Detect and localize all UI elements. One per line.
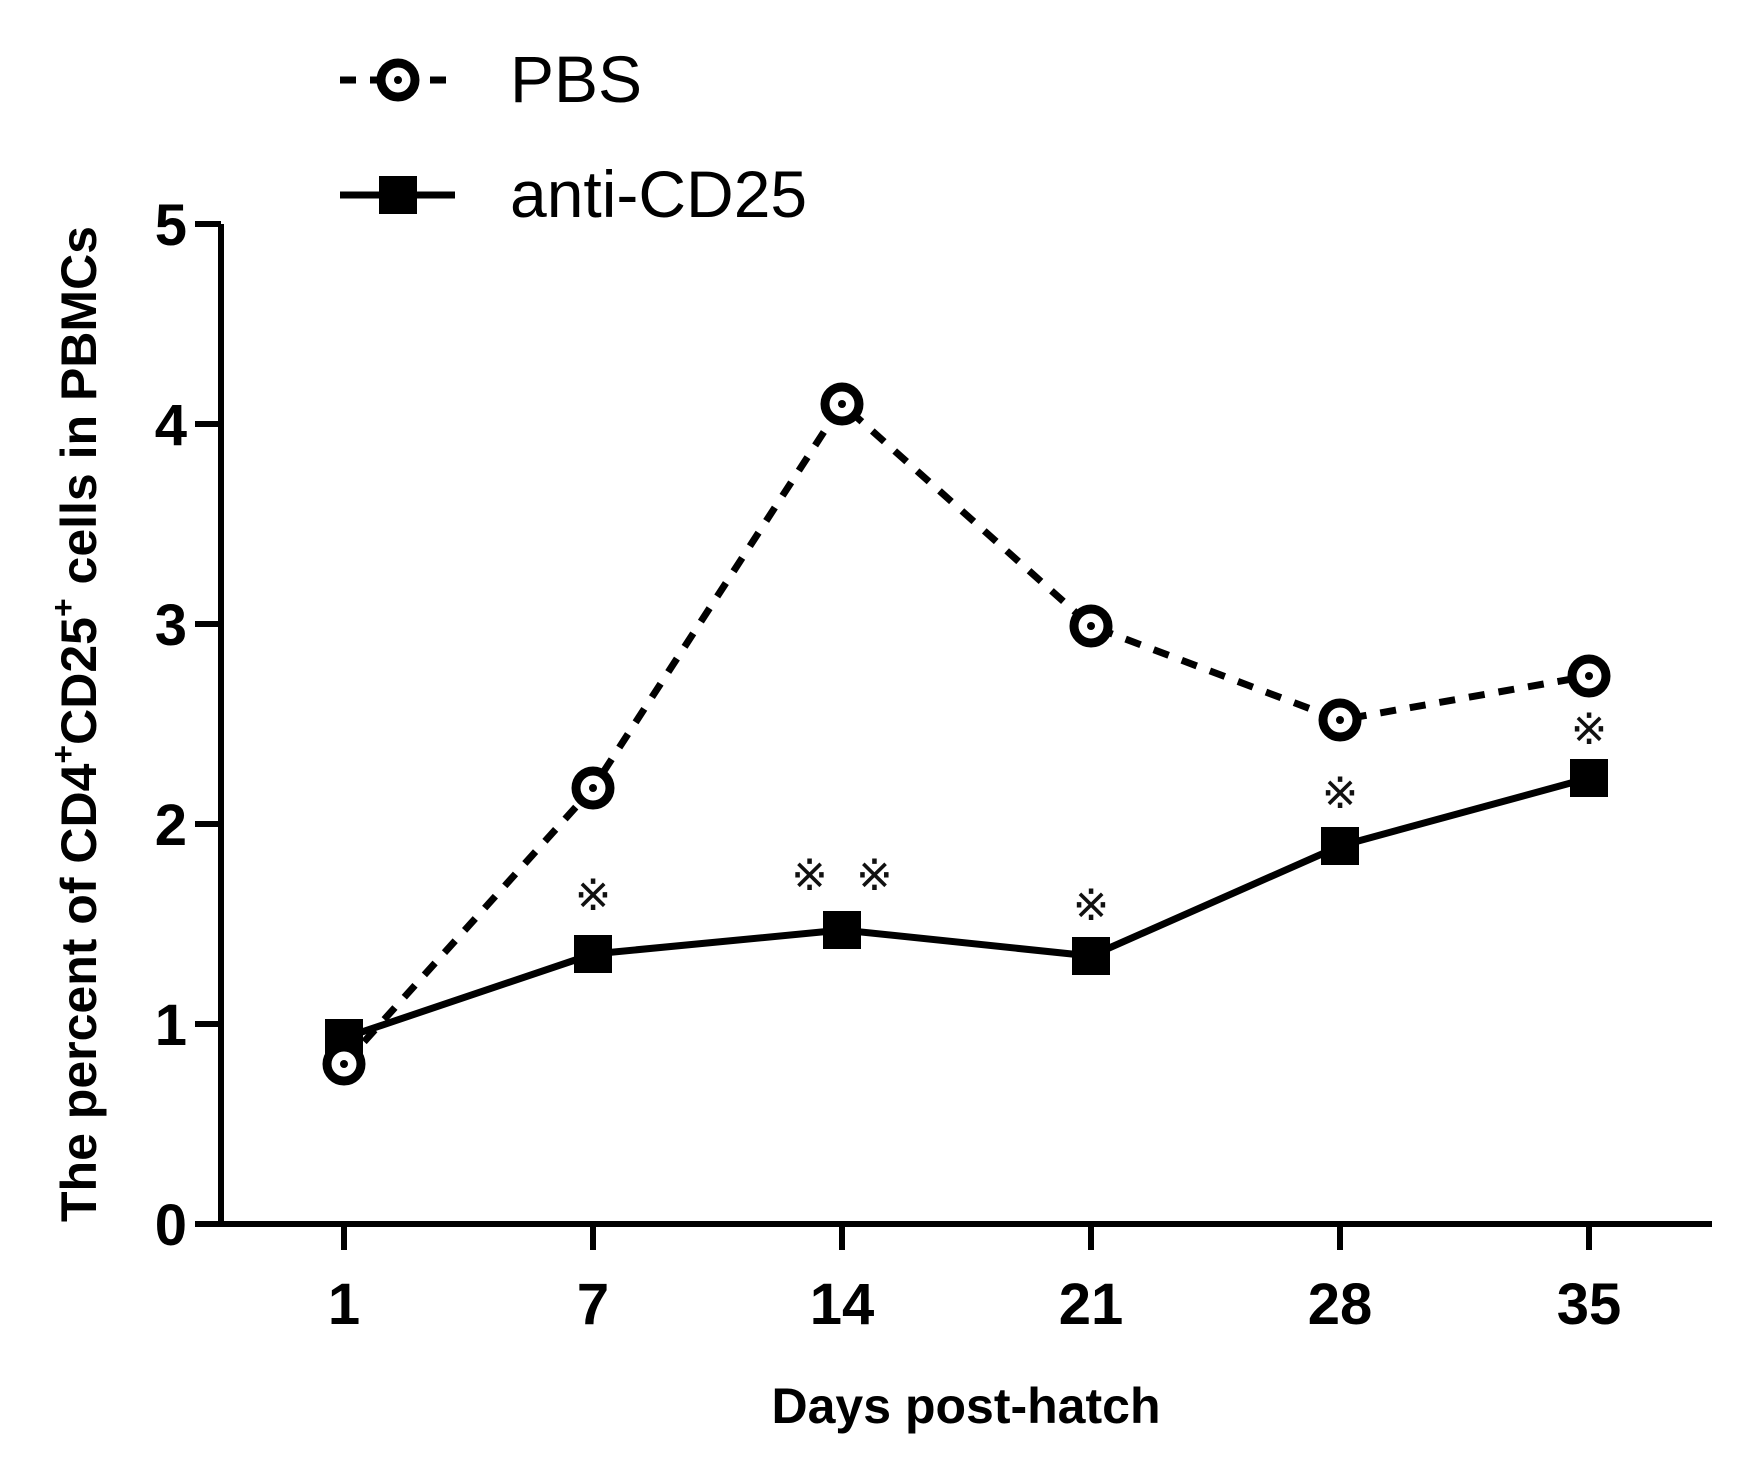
- y-axis-title-suffix: cells in PBMCs: [51, 226, 107, 598]
- x-tick-label-1: 7: [577, 1272, 609, 1337]
- y-tick-label-3: 3: [155, 593, 187, 658]
- series-line-pbs: [341, 400, 1590, 1067]
- x-tick-label-4: 28: [1308, 1272, 1373, 1337]
- point-anti-cd25-35: [1570, 759, 1608, 797]
- point-anti-cd25-7: [574, 935, 612, 973]
- series-line-anti-cd25: [342, 774, 1590, 1042]
- significance-marker-14: ※ ※: [791, 850, 893, 901]
- y-axis-title-sup1: +: [45, 745, 81, 764]
- y-axis-title-prefix: The percent of CD4: [51, 763, 107, 1222]
- point-anti-cd25-21: [1072, 937, 1110, 975]
- x-tick-label-2: 14: [810, 1272, 875, 1337]
- point-pbs-14-dot: [838, 400, 846, 408]
- y-tick-label-5: 5: [155, 193, 187, 258]
- y-tick-label-2: 2: [155, 793, 187, 858]
- y-axis-title-mid: CD25: [51, 617, 107, 745]
- axes: [218, 224, 1712, 1227]
- point-pbs-1-dot: [340, 1060, 348, 1068]
- legend-pbs-label: PBS: [510, 42, 642, 116]
- legend-anti-cd25-label: anti-CD25: [510, 157, 807, 231]
- significance-annotations: ※ ※ ※ ※ ※ ※: [575, 704, 1608, 931]
- legend-item-pbs: PBS: [340, 42, 642, 116]
- y-tick-label-4: 4: [155, 393, 187, 458]
- legend-pbs-marker-dot: [394, 76, 402, 84]
- significance-marker-7: ※: [575, 870, 612, 921]
- point-pbs-35-dot: [1585, 672, 1593, 680]
- x-tick-label-0: 1: [328, 1272, 360, 1337]
- legend-anti-cd25-marker: [379, 176, 417, 214]
- legend: PBS anti-CD25: [340, 42, 807, 231]
- markers: [322, 382, 1611, 1086]
- significance-marker-35: ※: [1571, 704, 1608, 755]
- significance-marker-28: ※: [1322, 768, 1359, 819]
- y-axis-title: The percent of CD4+CD25+ cells in PBMCs: [45, 226, 107, 1222]
- point-pbs-21-dot: [1087, 622, 1095, 630]
- x-tick-label-5: 35: [1557, 1272, 1622, 1337]
- point-pbs-7-dot: [589, 784, 597, 792]
- point-anti-cd25-28: [1321, 827, 1359, 865]
- point-pbs-28-dot: [1336, 716, 1344, 724]
- significance-marker-21: ※: [1073, 880, 1110, 931]
- x-tick-label-3: 21: [1059, 1272, 1124, 1337]
- y-ticks: 0 1 2 3 4 5: [155, 193, 221, 1258]
- x-ticks: 1 7 14 21 28 35: [328, 1224, 1621, 1337]
- series-lines: [341, 400, 1590, 1067]
- y-axis-title-sup2: +: [45, 598, 81, 617]
- y-tick-label-1: 1: [155, 993, 187, 1058]
- y-tick-label-0: 0: [155, 1193, 187, 1258]
- point-anti-cd25-14: [823, 911, 861, 949]
- legend-item-anti-cd25: anti-CD25: [340, 157, 807, 231]
- x-axis-title: Days post-hatch: [772, 1378, 1161, 1434]
